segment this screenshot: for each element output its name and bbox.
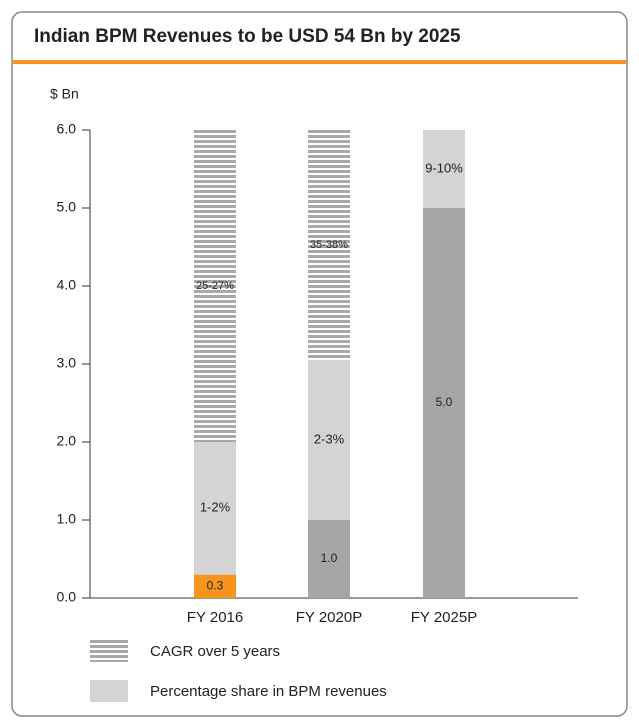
x-tick-label: FY 2025P (411, 609, 477, 626)
segment-label: 1-2% (200, 500, 231, 515)
y-tick-label: 2.0 (57, 433, 77, 449)
data-label: 0.3 (207, 578, 224, 592)
bar-segment (194, 442, 236, 575)
segment-label: 2-3% (314, 431, 345, 446)
title-rule (13, 60, 626, 64)
bar-segment (423, 130, 465, 208)
segment-label: 35-38% (310, 239, 348, 251)
bar-segment (308, 520, 350, 598)
bar-segment (308, 130, 350, 361)
bar-segment (308, 360, 350, 520)
data-label: 1.0 (321, 551, 338, 565)
legend-label: Percentage share in BPM revenues (150, 683, 387, 700)
segment-label: 9-10% (425, 160, 463, 175)
bar-segment (423, 208, 465, 598)
data-label: 5.0 (436, 395, 453, 409)
chart-title: Indian BPM Revenues to be USD 54 Bn by 2… (34, 26, 461, 47)
y-tick-label: 1.0 (57, 511, 77, 527)
y-tick-label: 0.0 (57, 589, 77, 605)
bar-segment (194, 574, 236, 598)
y-tick-label: 3.0 (57, 355, 77, 371)
legend-swatch (90, 640, 128, 662)
bar-segment (194, 130, 236, 442)
y-axis-label: $ Bn (50, 86, 79, 102)
y-tick-label: 4.0 (57, 277, 77, 293)
segment-label: 25-27% (196, 280, 234, 292)
y-tick-label: 5.0 (57, 199, 77, 215)
legend-swatch (90, 680, 128, 702)
x-tick-label: FY 2020P (296, 609, 362, 626)
x-tick-label: FY 2016 (187, 609, 243, 626)
legend-label: CAGR over 5 years (150, 643, 280, 660)
y-tick-label: 6.0 (57, 121, 77, 137)
